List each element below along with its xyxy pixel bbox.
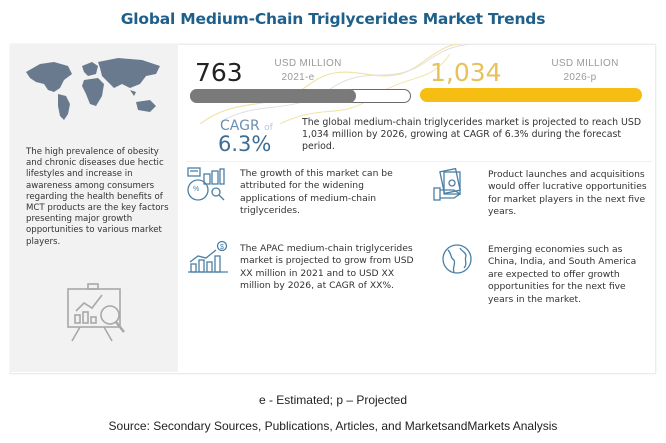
cagr-label: CAGR of xyxy=(220,118,273,134)
cagr-value: 6.3% xyxy=(218,132,272,156)
page-title: Global Medium-Chain Triglycerides Market… xyxy=(120,10,546,28)
world-map-icon xyxy=(26,58,160,120)
growth-chart-dollar-icon: $ xyxy=(188,240,228,273)
globe-icon xyxy=(442,244,472,274)
market-year-2021: 2021-e xyxy=(281,72,315,83)
market-unit-2021: USD MILLION xyxy=(274,58,342,69)
market-unit-2026: USD MILLION xyxy=(551,58,619,69)
card-text-launches: Product launches and acquisitions would … xyxy=(488,169,647,218)
market-value-2021: 763 xyxy=(195,58,243,87)
market-bar-2026-fill xyxy=(420,88,642,102)
market-year-2026: 2026-p xyxy=(563,72,597,83)
card-text-apac: The APAC medium-chain triglycerides mark… xyxy=(240,243,414,292)
analytics-report-icon: % xyxy=(187,167,225,201)
card-text-growth: The growth of this market can be attribu… xyxy=(240,168,393,217)
market-value-2026: 1,034 xyxy=(430,58,502,87)
footer-source: Source: Secondary Sources, Publications,… xyxy=(108,419,558,433)
footer-legend: e - Estimated; p – Projected xyxy=(258,393,408,407)
divider xyxy=(186,161,652,162)
left-panel-text: The high prevalence of obesity and chron… xyxy=(26,147,169,247)
card-text-emerging: Emerging economies such as China, India,… xyxy=(488,244,637,305)
money-hand-icon xyxy=(433,168,462,201)
svg-text:%: % xyxy=(193,186,199,193)
cagr-summary: The global medium-chain triglycerides ma… xyxy=(302,117,642,153)
market-bar-2021-fill xyxy=(190,89,356,103)
presentation-analysis-icon xyxy=(67,283,125,342)
svg-text:$: $ xyxy=(220,244,224,251)
